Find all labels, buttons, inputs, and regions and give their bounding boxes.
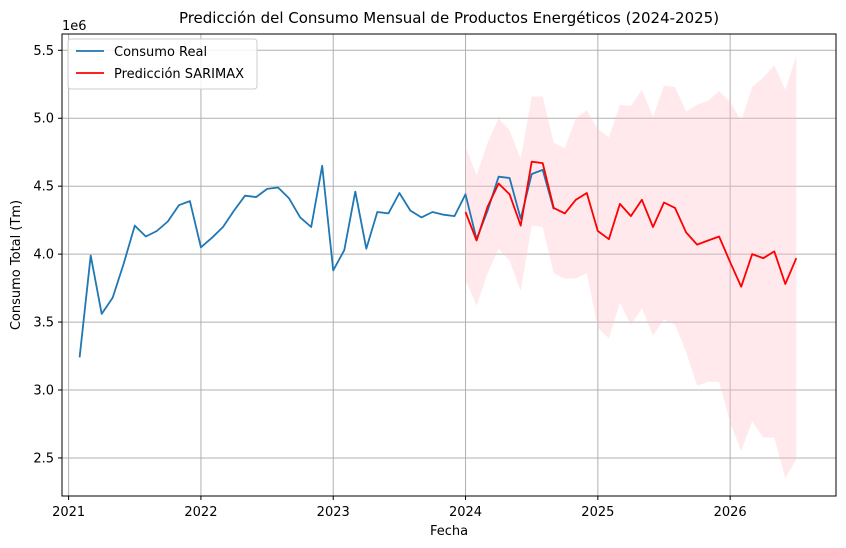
y-tick-label: 5.5 [33, 44, 54, 59]
y-axis: 2.5 3.0 3.5 4.0 4.5 5.0 5.5 [33, 44, 62, 466]
x-tick-label: 2025 [581, 505, 614, 520]
plot-frame [61, 33, 837, 497]
y-tick-label: 3.5 [33, 316, 54, 331]
x-tick-label: 2022 [184, 505, 217, 520]
x-axis: 2021 2022 2023 2024 2025 2026 [52, 496, 747, 520]
y-tick-label: 3.0 [33, 384, 54, 399]
legend-label-consumo-real: Consumo Real [114, 45, 207, 60]
x-tick-label: 2026 [714, 505, 747, 520]
chart-title: Predicción del Consumo Mensual de Produc… [179, 9, 719, 27]
confidence-band [465, 55, 797, 479]
confidence-band-area [465, 55, 797, 479]
series-lines [78, 160, 798, 358]
x-axis-label: Fecha [430, 524, 468, 539]
plot-background [62, 34, 836, 496]
series-line-prediccion-sarimax [464, 160, 798, 288]
y-tick-label: 4.5 [33, 180, 54, 195]
plot-area [61, 33, 837, 497]
legend-label-prediccion: Predicción SARIMAX [114, 67, 244, 82]
y-axis-label: Consumo Total (Tm) [9, 200, 24, 330]
y-offset-label: 1e6 [62, 19, 87, 34]
x-tick-label: 2024 [449, 505, 482, 520]
y-tick-label: 4.0 [33, 248, 54, 263]
series-line-consumo-real [78, 164, 555, 358]
y-tick-label: 2.5 [33, 451, 54, 466]
y-tick-label: 5.0 [33, 112, 54, 127]
x-tick-label: 2021 [52, 505, 85, 520]
legend: Consumo Real Predicción SARIMAX [67, 38, 258, 90]
x-tick-label: 2023 [317, 505, 350, 520]
legend-box [67, 38, 258, 90]
